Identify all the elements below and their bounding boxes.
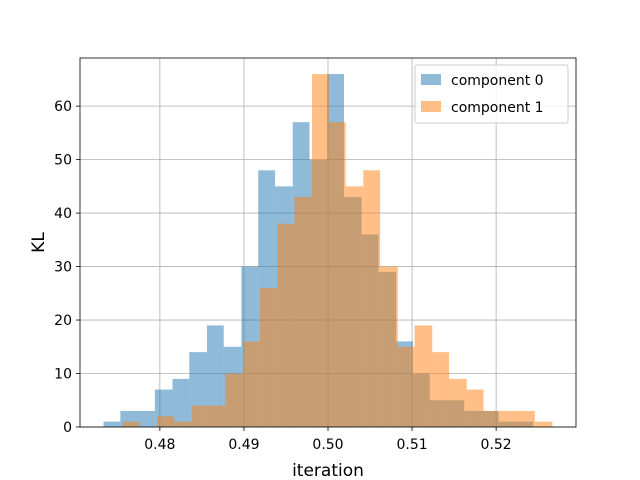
histogram-bar-component-1	[174, 421, 192, 427]
legend-label-component-1: component 1	[451, 100, 544, 116]
x-tick-label: 0.52	[481, 437, 512, 453]
legend-label-component-0: component 0	[451, 73, 544, 89]
y-tick-label: 0	[63, 420, 72, 436]
x-tick-label: 0.49	[228, 437, 259, 453]
y-tick-label: 30	[54, 260, 72, 276]
histogram-bar-component-1	[380, 266, 398, 427]
histogram-bar-component-1	[414, 325, 433, 427]
y-tick-label: 10	[54, 367, 72, 383]
histogram-bar-component-0	[103, 421, 121, 427]
histogram-bar-component-0	[172, 378, 190, 427]
legend-swatch-component-1	[421, 101, 441, 112]
histogram-bar-component-1	[345, 186, 364, 427]
legend: component 0 component 1	[414, 64, 569, 124]
histogram-bar-component-0	[206, 325, 224, 427]
y-tick-label: 50	[54, 153, 72, 169]
histogram-bar-component-1	[225, 373, 244, 427]
legend-box	[414, 64, 569, 124]
histogram-bar-component-1	[191, 405, 209, 427]
histogram-bars	[103, 74, 553, 427]
histogram-bar-component-1	[328, 122, 346, 427]
x-tick-label: 0.51	[396, 437, 427, 453]
histogram-bar-component-0	[138, 410, 155, 427]
histogram-bar-component-1	[534, 421, 553, 427]
histogram-bar-component-1	[449, 378, 467, 427]
histogram-bar-component-1	[517, 410, 535, 427]
histogram-bar-component-1	[312, 74, 329, 427]
x-tick-label: 0.50	[312, 437, 343, 453]
x-tick-label: 0.48	[144, 437, 175, 453]
histogram-bar-component-1	[277, 223, 295, 427]
histogram-bar-component-1	[157, 416, 175, 427]
histogram-bar-component-1	[483, 410, 501, 427]
axis-ticks: 0.48 0.49 0.50 0.51 0.52 0 10 20 30 40 50 60	[54, 99, 512, 453]
histogram-bar-component-1	[363, 170, 381, 427]
histogram-bar-component-1	[294, 197, 313, 427]
y-tick-label: 20	[54, 313, 72, 329]
y-axis-label: KL	[29, 232, 49, 253]
histogram-bar-component-1	[500, 410, 518, 427]
histogram-bar-component-1	[243, 341, 260, 427]
histogram-bar-component-1	[466, 389, 484, 427]
histogram-bar-component-1	[122, 421, 140, 427]
x-axis-label: iteration	[292, 461, 364, 480]
y-tick-label: 40	[54, 206, 72, 222]
y-tick-label: 60	[54, 99, 72, 115]
histogram-bar-component-1	[208, 405, 226, 427]
histogram-bar-component-1	[259, 287, 278, 427]
histogram-bar-component-1	[397, 346, 415, 427]
histogram-bar-component-1	[432, 352, 450, 427]
legend-swatch-component-0	[421, 74, 441, 85]
